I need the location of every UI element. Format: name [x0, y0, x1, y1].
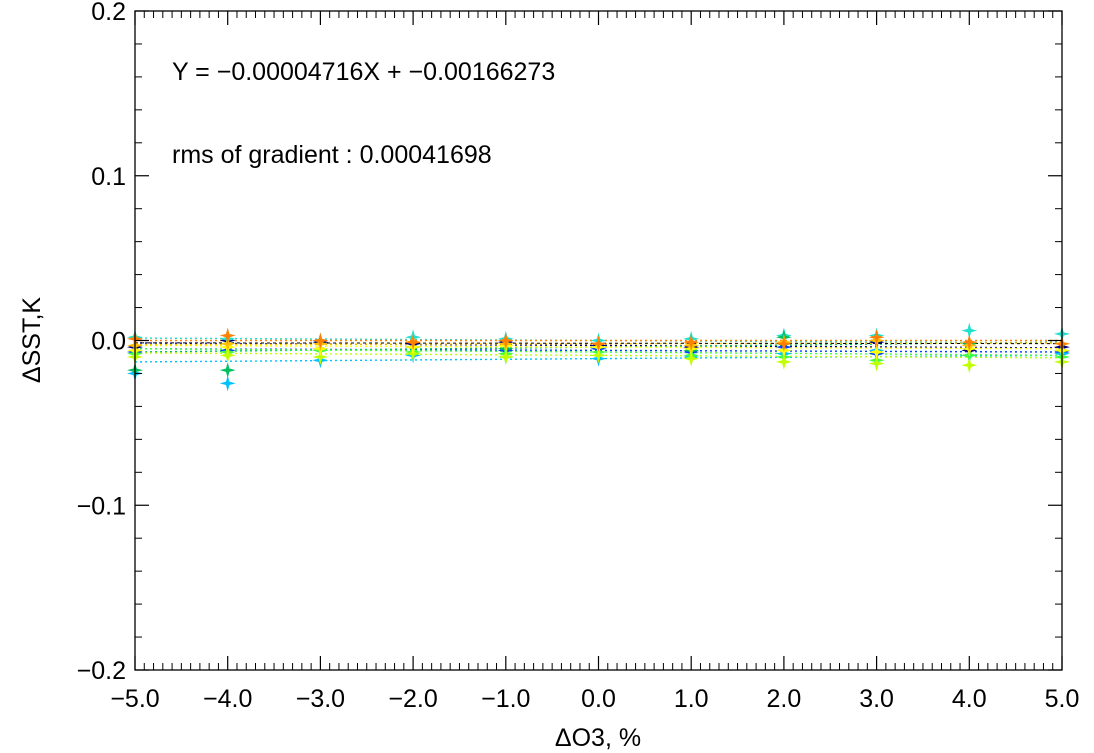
- data-point: [219, 347, 236, 364]
- data-point: [312, 332, 329, 349]
- ticks-layer: [134, 10, 1063, 671]
- data-point: [868, 344, 885, 361]
- x-axis-title: ΔO3, %: [555, 724, 641, 752]
- x-tick-label: 0.0: [581, 685, 616, 713]
- data-point: [590, 347, 607, 364]
- x-tick-label: 3.0: [859, 685, 894, 713]
- y-tick-label: 0.0: [91, 328, 126, 356]
- data-point: [961, 322, 978, 339]
- x-tick-label: −1.0: [481, 685, 530, 713]
- data-point: [497, 332, 514, 349]
- data-point: [590, 335, 607, 352]
- data-point: [961, 334, 978, 351]
- data-point: [683, 334, 700, 351]
- data-point: [219, 327, 236, 344]
- data-point: [219, 375, 236, 392]
- x-tick-label: −5.0: [110, 685, 159, 713]
- x-tick-label: 4.0: [952, 685, 987, 713]
- data-point: [868, 329, 885, 346]
- annotation-rms: rms of gradient : 0.00041698: [172, 141, 492, 169]
- data-point: [497, 348, 514, 365]
- series-layer: [127, 322, 1070, 392]
- y-tick-label: −0.1: [77, 492, 126, 520]
- data-point: [868, 355, 885, 372]
- x-tick-label: −4.0: [203, 685, 252, 713]
- data-point: [312, 348, 329, 365]
- data-point: [961, 357, 978, 374]
- x-tick-label: −2.0: [388, 685, 437, 713]
- data-point: [219, 362, 236, 379]
- x-tick-label: 5.0: [1045, 685, 1080, 713]
- data-point: [775, 353, 792, 370]
- y-tick-label: 0.1: [91, 163, 126, 191]
- labels-layer: −5.0 −4.0 −3.0 −2.0 −1.0 0.0 1.0 2.0 3.0 4.0 5.0 −0…: [77, 0, 1080, 713]
- x-tick-label: 1.0: [674, 685, 709, 713]
- data-point: [775, 335, 792, 352]
- x-tick-label: 2.0: [767, 685, 802, 713]
- annotation-equation: Y = −0.00004716X + −0.00166273: [172, 58, 555, 86]
- y-axis-title: ΔSST,K: [18, 297, 46, 383]
- y-tick-label: −0.2: [77, 657, 126, 685]
- data-point: [683, 350, 700, 367]
- data-point: [219, 335, 236, 352]
- x-tick-label: −3.0: [296, 685, 345, 713]
- data-point: [405, 334, 422, 351]
- y-tick-label: 0.2: [91, 0, 126, 26]
